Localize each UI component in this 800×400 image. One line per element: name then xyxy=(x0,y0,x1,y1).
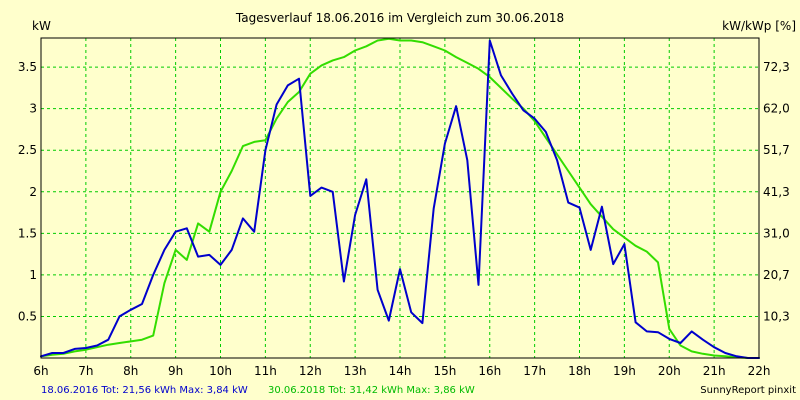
series-layer xyxy=(40,37,760,359)
x-tick-label: 6h xyxy=(33,364,48,378)
y-tick-label-left: 3 xyxy=(29,102,37,116)
y-tick-label-right: 31,0 xyxy=(763,226,790,240)
x-tick-label: 20h xyxy=(658,364,681,378)
y-tick-label-left: 0.5 xyxy=(18,309,37,323)
x-tick-label: 13h xyxy=(344,364,367,378)
x-tick-label: 17h xyxy=(523,364,546,378)
x-tick-label: 12h xyxy=(299,364,322,378)
x-tick-label: 18h xyxy=(568,364,591,378)
grid-layer xyxy=(41,38,759,358)
tick-layer: 6h 7h 8h 9h 10h 11h 12h 13h 14h 15h 16h 17h 18h 19h 20… xyxy=(18,60,790,378)
y-tick-label-left: 3.5 xyxy=(18,60,37,74)
x-tick-label: 16h xyxy=(478,364,501,378)
x-tick-label: 7h xyxy=(78,364,93,378)
x-tick-label: 19h xyxy=(613,364,636,378)
y-tick-label-right: 51,7 xyxy=(763,143,790,157)
footer-series1-summary: 18.06.2016 Tot: 21,56 kWh Max: 3,84 kW xyxy=(41,385,248,396)
x-tick-label: 10h xyxy=(209,364,232,378)
x-tick-label: 11h xyxy=(254,364,277,378)
y-tick-label-left: 1.5 xyxy=(18,226,37,240)
y-tick-label-right: 10,3 xyxy=(763,309,790,323)
y-axis-left-label: kW xyxy=(32,19,51,33)
series-line-2 xyxy=(40,37,760,359)
x-tick-label: 15h xyxy=(433,364,456,378)
y-tick-label-right: 62,0 xyxy=(763,102,790,116)
x-tick-label: 22h xyxy=(748,364,771,378)
plot-frame xyxy=(40,37,760,359)
x-tick-label: 8h xyxy=(123,364,138,378)
y-tick-label-right: 72,3 xyxy=(763,60,790,74)
series-line-1 xyxy=(40,39,760,359)
y-tick-label-right: 20,7 xyxy=(763,268,790,282)
y-tick-label-left: 1 xyxy=(29,268,37,282)
y-tick-label-right: 41,3 xyxy=(763,185,790,199)
y-tick-label-left: 2 xyxy=(29,185,37,199)
y-tick-label-left: 2.5 xyxy=(18,143,37,157)
y-axis-right-label: kW/kWp [%] xyxy=(722,19,796,33)
footer-credit: SunnyReport pinxit xyxy=(700,385,796,396)
chart-title: Tagesverlauf 18.06.2016 im Vergleich zum… xyxy=(235,11,564,25)
x-tick-label: 9h xyxy=(168,364,183,378)
x-tick-label: 21h xyxy=(703,364,726,378)
footer-series2-summary: 30.06.2018 Tot: 31,42 kWh Max: 3,86 kW xyxy=(268,385,475,396)
x-tick-label: 14h xyxy=(389,364,412,378)
